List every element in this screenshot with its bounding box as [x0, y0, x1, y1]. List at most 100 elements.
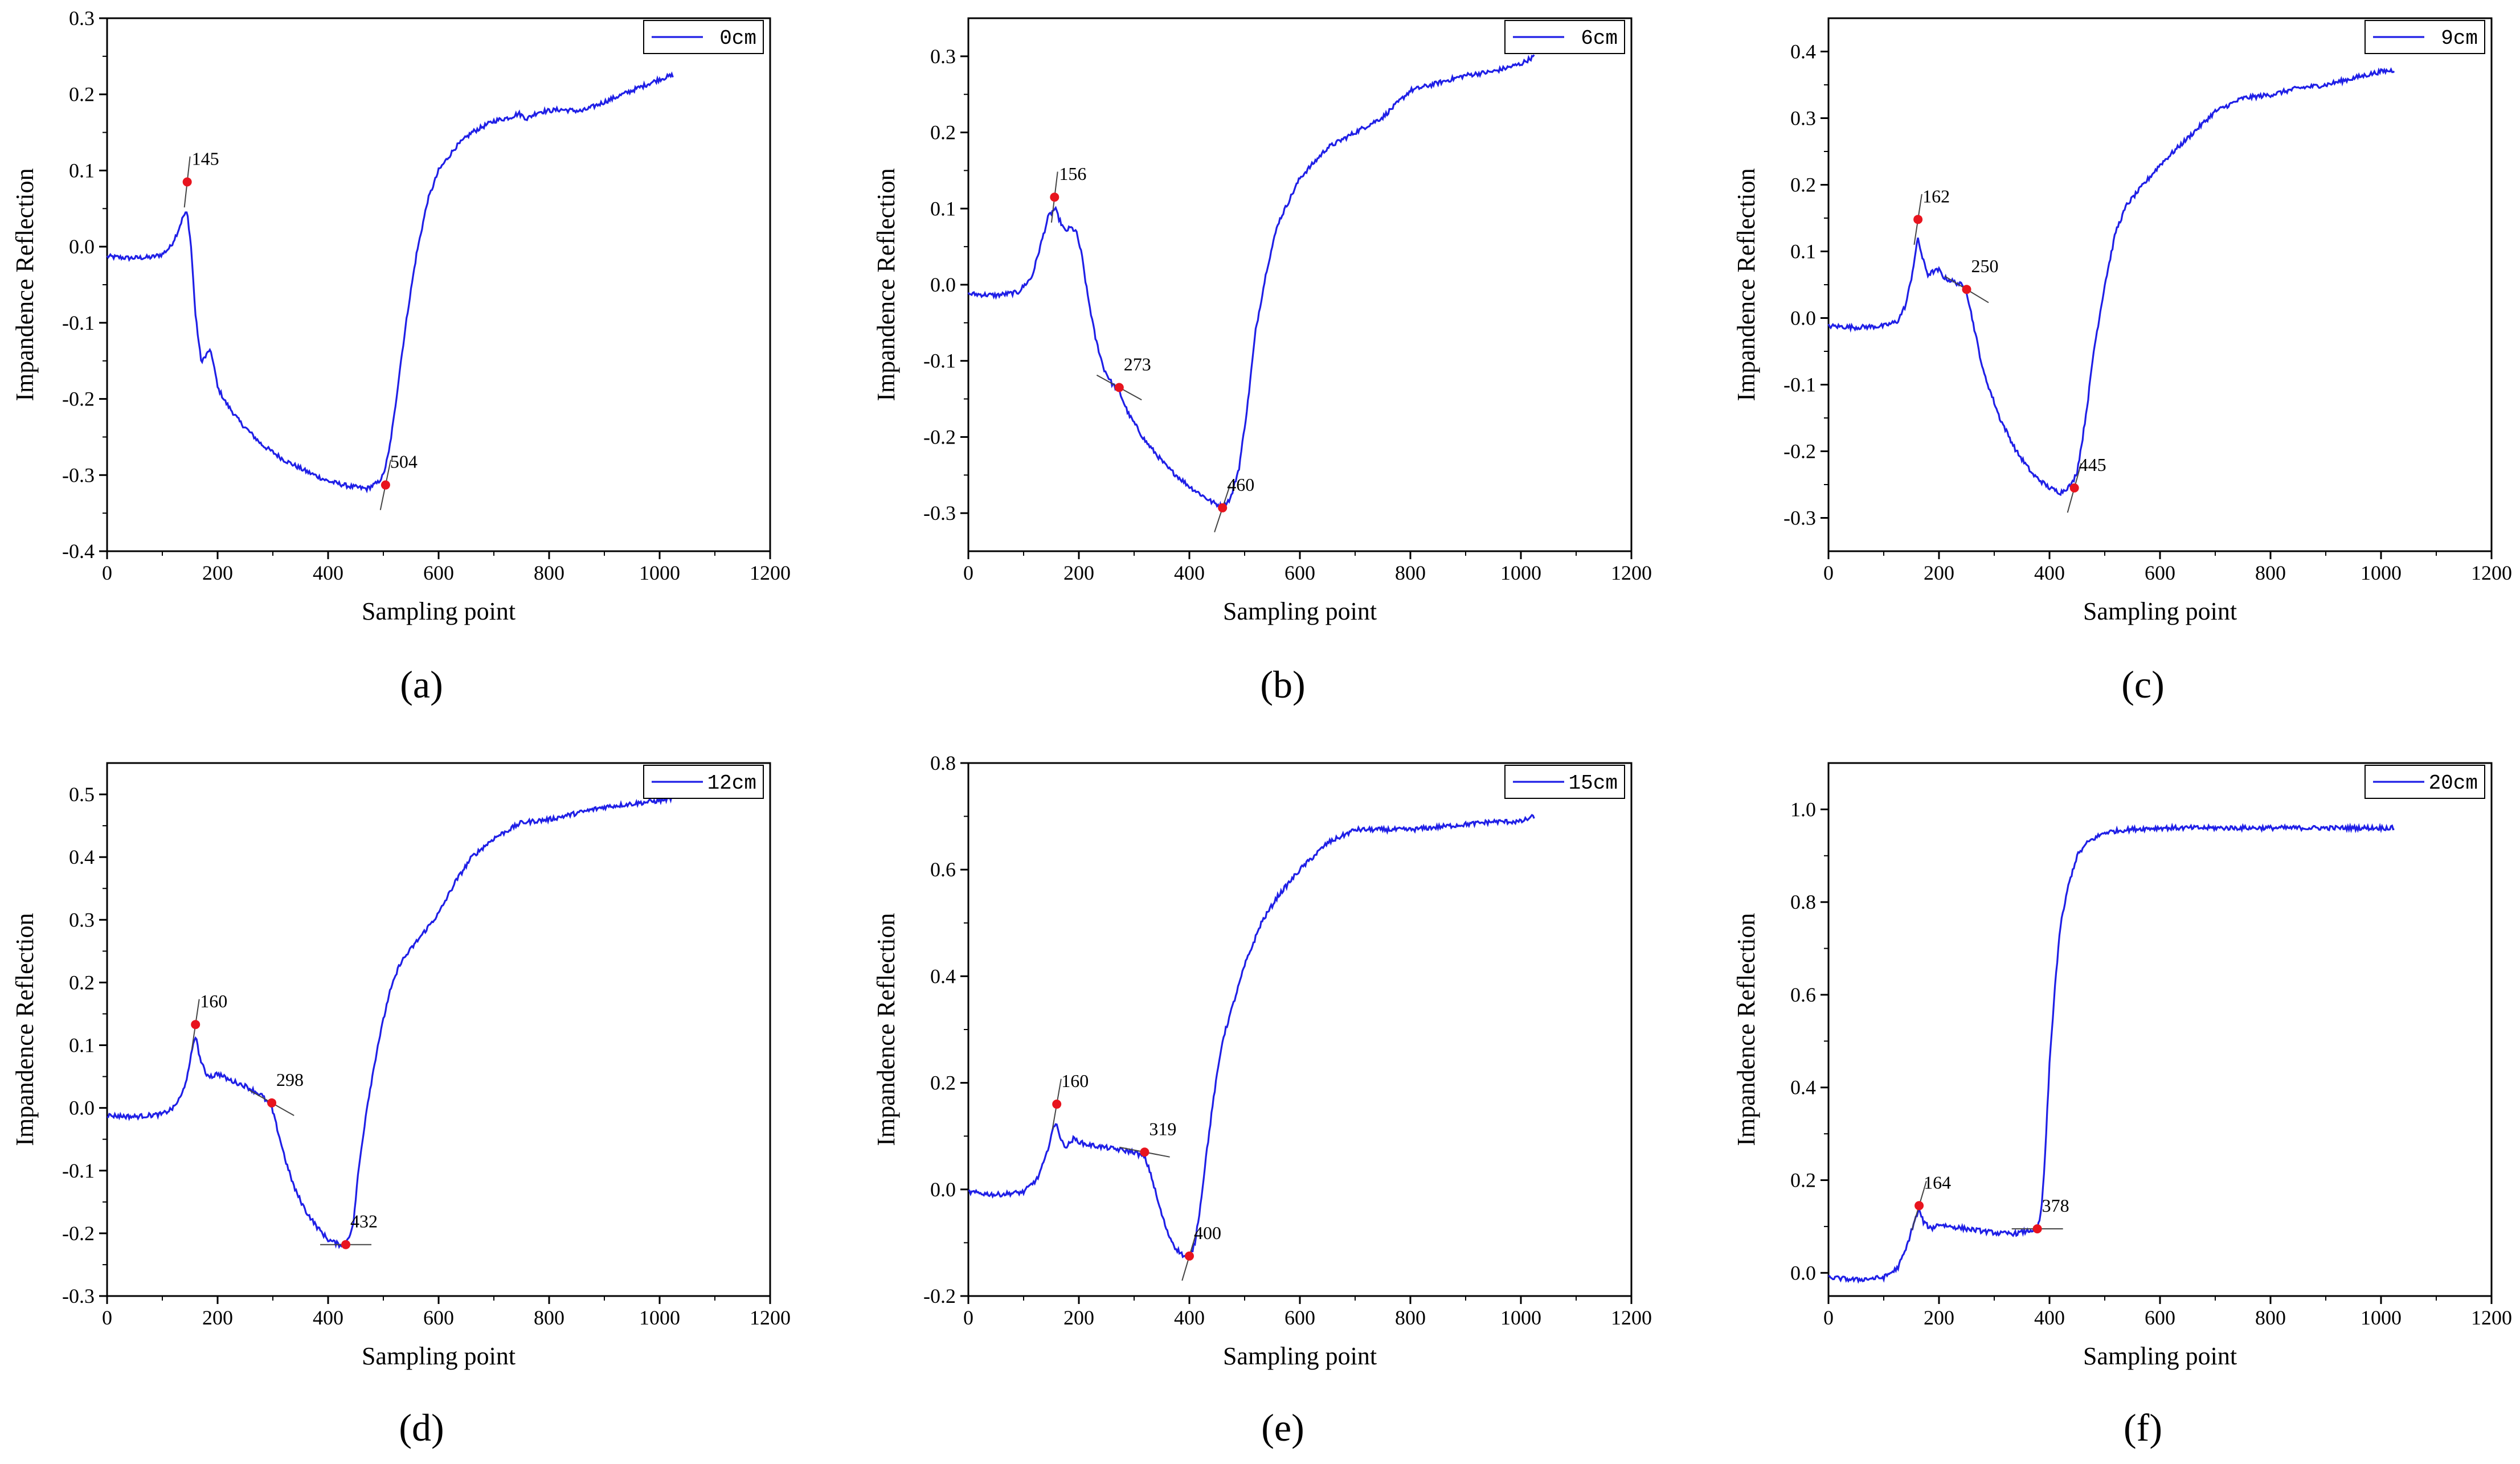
x-tick-label: 200 — [1063, 1306, 1094, 1329]
x-tick-label: 1000 — [639, 561, 680, 584]
x-tick-label: 400 — [1174, 561, 1205, 584]
marker-point — [1114, 383, 1124, 392]
plot-frame — [967, 762, 1633, 1297]
y-tick-label: 0.1 — [1790, 240, 1816, 263]
plot-frame — [106, 762, 771, 1297]
x-tick-label: 600 — [423, 1306, 454, 1329]
x-axis-title: Sampling point — [2083, 597, 2237, 625]
legend-label: 6cm — [1581, 27, 1618, 50]
series-line-6cm — [967, 54, 1535, 511]
x-tick-label: 1200 — [750, 1306, 791, 1329]
plot-frame — [1827, 17, 2493, 552]
y-tick-label: -0.1 — [62, 311, 95, 334]
y-tick-label: -0.3 — [62, 464, 95, 486]
y-tick-label: -0.1 — [62, 1159, 95, 1182]
x-tick-label: 1000 — [1500, 561, 1541, 584]
y-tick-label: 0.2 — [930, 121, 956, 144]
y-tick-label: -0.2 — [62, 1222, 95, 1245]
x-tick-label: 1200 — [1611, 1306, 1652, 1329]
x-tick-label: 0 — [963, 561, 973, 584]
x-tick-label: 0 — [963, 1306, 973, 1329]
y-tick-label: 1.0 — [1790, 798, 1816, 821]
y-axis-title: Impandence Reflection — [872, 168, 900, 401]
y-tick-label: 0.0 — [930, 273, 956, 296]
marker-point — [2069, 483, 2079, 493]
y-tick-label: 0.2 — [69, 971, 95, 994]
y-tick-label: -0.3 — [62, 1285, 95, 1307]
x-tick-label: 1000 — [1500, 1306, 1541, 1329]
y-tick-label: -0.3 — [923, 502, 956, 524]
y-tick-label: -0.2 — [923, 425, 956, 448]
x-tick-label: 800 — [1395, 1306, 1426, 1329]
marker-point — [191, 1020, 201, 1030]
y-tick-label: -0.2 — [62, 388, 95, 411]
y-tick-label: -0.4 — [62, 540, 95, 563]
y-tick-label: 0.0 — [930, 1178, 956, 1201]
marker-label: 156 — [1059, 163, 1086, 184]
panel-caption: (a) — [400, 663, 443, 706]
chart-panel-a: 0 200 400 600 800 1000 1200 -0.4 -0.3 -0.2 -0.1 0.0… — [11, 7, 791, 706]
y-tick-label: 0.1 — [69, 159, 95, 182]
legend-label: 9cm — [2441, 27, 2478, 50]
marker-label: 160 — [200, 991, 227, 1011]
marker-label: 145 — [192, 148, 219, 169]
x-tick-label: 200 — [1063, 561, 1094, 584]
marker-label: 162 — [1922, 186, 1950, 206]
x-tick-label: 0 — [1823, 561, 1834, 584]
y-tick-label: 0.6 — [930, 858, 956, 881]
panel-caption: (f) — [2124, 1406, 2162, 1449]
x-tick-label: 400 — [1174, 1306, 1205, 1329]
marker-label: 445 — [2079, 454, 2106, 475]
y-axis-title: Impandence Reflection — [11, 913, 39, 1146]
y-tick-label: 0.4 — [1790, 1076, 1816, 1099]
x-tick-label: 0 — [102, 561, 112, 584]
y-axis-title: Impandence Reflection — [1732, 913, 1760, 1146]
x-tick-label: 1000 — [2361, 1306, 2402, 1329]
marker-point — [1050, 192, 1059, 202]
legend-label: 15cm — [1569, 772, 1618, 795]
y-tick-label: 0.3 — [1790, 107, 1816, 130]
y-tick-label: 0.3 — [930, 45, 956, 68]
marker-point — [182, 177, 192, 187]
y-tick-label: 0.3 — [69, 7, 95, 30]
legend-label: 0cm — [719, 27, 756, 50]
x-tick-label: 800 — [2255, 1306, 2286, 1329]
marker-point — [1052, 1100, 1062, 1109]
marker-point — [2032, 1224, 2042, 1233]
chart-panel-e: 0 200 400 600 800 1000 1200 -0.2 0.0 0.2 0.4 0.6 0.8… — [872, 752, 1652, 1449]
y-tick-label: 0.3 — [69, 908, 95, 931]
marker-point — [1218, 503, 1228, 512]
x-tick-label: 1200 — [1611, 561, 1652, 584]
panel-caption: (e) — [1261, 1406, 1304, 1449]
series-line-15cm — [968, 814, 1535, 1260]
x-tick-label: 1000 — [2361, 561, 2402, 584]
x-tick-label: 600 — [1284, 561, 1315, 584]
x-axis-title: Sampling point — [1223, 597, 1377, 625]
panel-caption: (b) — [1260, 663, 1305, 706]
y-axis-title: Impandence Reflection — [1732, 168, 1760, 401]
marker-point — [267, 1098, 277, 1108]
y-tick-label: 0.8 — [930, 752, 956, 774]
x-tick-label: 600 — [2145, 1306, 2175, 1329]
x-axis-title: Sampling point — [362, 1342, 516, 1370]
series-line-12cm — [107, 794, 674, 1249]
y-tick-label: -0.1 — [1783, 374, 1816, 396]
y-tick-label: 0.0 — [69, 235, 95, 258]
marker-label: 432 — [350, 1211, 378, 1232]
chart-panel-b: 0 200 400 600 800 1000 1200 -0.3 -0.2 -0.1 0.0 0.1 0… — [872, 17, 1652, 706]
x-tick-label: 400 — [2034, 1306, 2065, 1329]
plot-frame — [1827, 762, 2493, 1297]
x-tick-label: 1200 — [2471, 1306, 2512, 1329]
series-line-20cm — [1828, 822, 2395, 1284]
legend-label: 20cm — [2429, 772, 2478, 795]
marker-label: 400 — [1194, 1223, 1221, 1243]
panel-caption: (c) — [2121, 663, 2164, 706]
marker-label: 250 — [1971, 256, 1999, 276]
x-tick-label: 400 — [313, 1306, 343, 1329]
x-tick-label: 800 — [534, 561, 564, 584]
y-tick-label: -0.2 — [923, 1285, 956, 1307]
y-tick-label: 0.2 — [1790, 174, 1816, 196]
y-tick-label: 0.1 — [69, 1034, 95, 1057]
y-tick-label: 0.5 — [69, 783, 95, 806]
